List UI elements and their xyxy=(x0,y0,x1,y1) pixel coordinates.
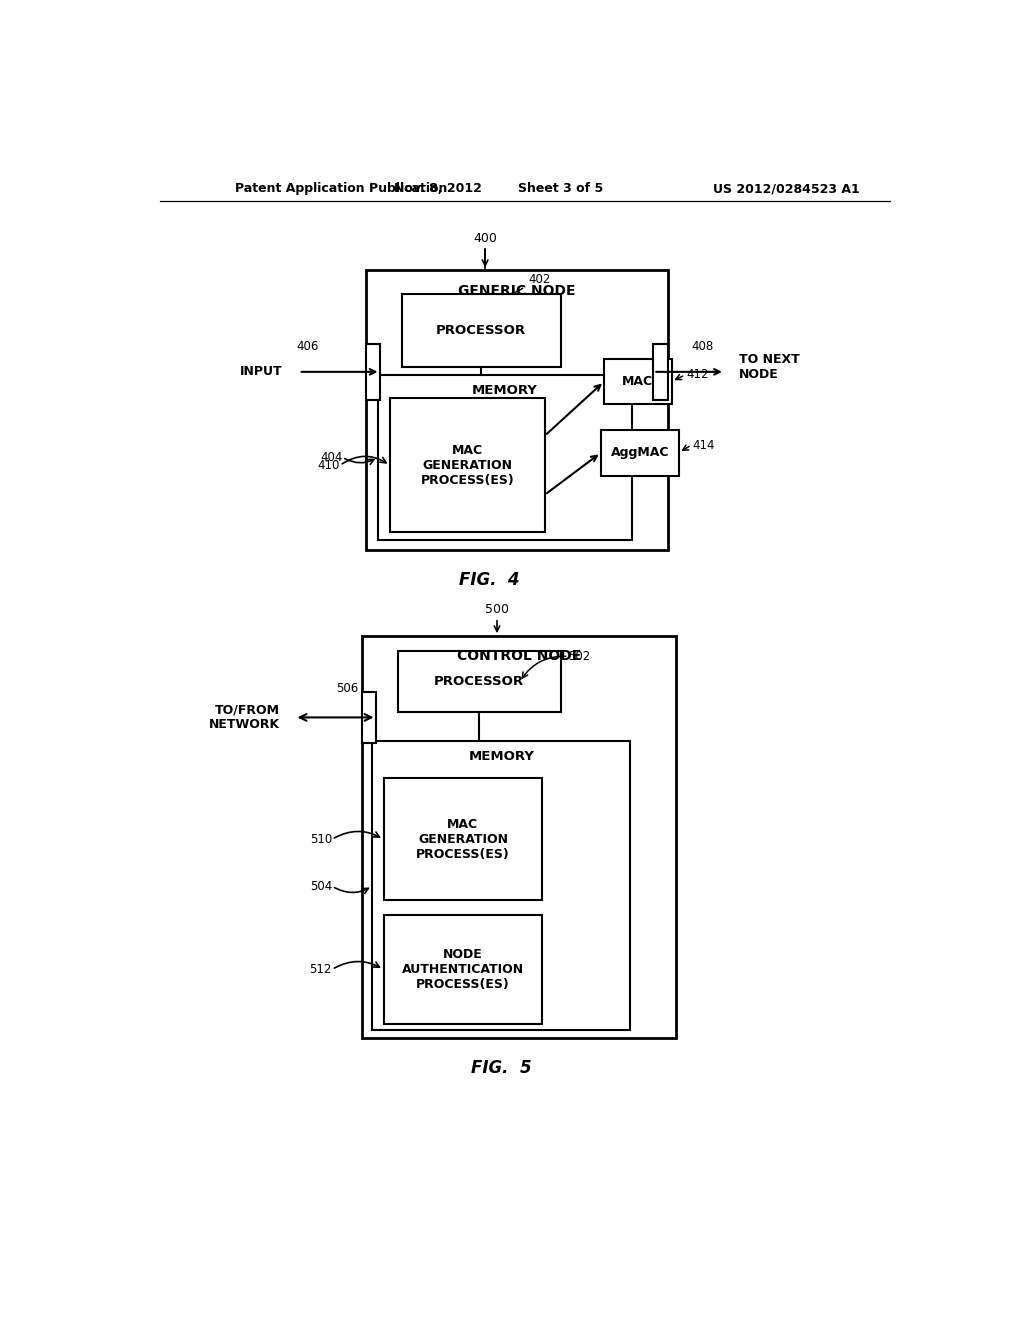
Text: Sheet 3 of 5: Sheet 3 of 5 xyxy=(518,182,603,195)
Text: CONTROL NODE: CONTROL NODE xyxy=(457,649,581,664)
Text: 400: 400 xyxy=(473,232,497,244)
FancyBboxPatch shape xyxy=(384,779,543,900)
Text: 502: 502 xyxy=(568,649,591,663)
Text: 404: 404 xyxy=(319,450,342,463)
FancyBboxPatch shape xyxy=(390,399,545,532)
Text: NODE
AUTHENTICATION
PROCESS(ES): NODE AUTHENTICATION PROCESS(ES) xyxy=(401,948,524,991)
FancyBboxPatch shape xyxy=(401,293,560,367)
FancyBboxPatch shape xyxy=(362,636,676,1038)
Text: FIG.  4: FIG. 4 xyxy=(459,572,519,589)
Text: 406: 406 xyxy=(296,341,318,352)
Text: Nov. 8, 2012: Nov. 8, 2012 xyxy=(393,182,481,195)
Text: Patent Application Publication: Patent Application Publication xyxy=(236,182,447,195)
FancyBboxPatch shape xyxy=(604,359,672,404)
Text: PROCESSOR: PROCESSOR xyxy=(434,676,524,688)
Text: TO NEXT
NODE: TO NEXT NODE xyxy=(739,352,800,380)
Text: MEMORY: MEMORY xyxy=(472,384,538,396)
Text: US 2012/0284523 A1: US 2012/0284523 A1 xyxy=(714,182,860,195)
Text: PROCESSOR: PROCESSOR xyxy=(436,323,526,337)
Text: MAC
GENERATION
PROCESS(ES): MAC GENERATION PROCESS(ES) xyxy=(416,818,510,861)
FancyBboxPatch shape xyxy=(367,345,380,400)
Text: 408: 408 xyxy=(691,341,714,352)
Text: TO/FROM
NETWORK: TO/FROM NETWORK xyxy=(209,704,281,731)
Text: 510: 510 xyxy=(309,833,332,846)
Text: INPUT: INPUT xyxy=(240,366,283,379)
Text: 504: 504 xyxy=(309,879,332,892)
FancyBboxPatch shape xyxy=(367,271,668,549)
Text: GENERIC NODE: GENERIC NODE xyxy=(458,284,575,297)
FancyBboxPatch shape xyxy=(378,375,632,540)
FancyBboxPatch shape xyxy=(601,430,679,475)
FancyBboxPatch shape xyxy=(373,741,631,1031)
Text: MAC
GENERATION
PROCESS(ES): MAC GENERATION PROCESS(ES) xyxy=(421,444,514,487)
Text: FIG.  5: FIG. 5 xyxy=(471,1059,531,1077)
Text: 414: 414 xyxy=(692,438,715,451)
FancyBboxPatch shape xyxy=(384,915,543,1024)
Text: 410: 410 xyxy=(317,459,340,471)
FancyBboxPatch shape xyxy=(653,345,668,400)
Text: 500: 500 xyxy=(485,603,509,615)
Text: 412: 412 xyxy=(686,368,709,381)
Text: AggMAC: AggMAC xyxy=(610,446,669,459)
FancyBboxPatch shape xyxy=(397,651,560,713)
Text: MAC: MAC xyxy=(623,375,653,388)
Text: 506: 506 xyxy=(336,682,358,696)
Text: 512: 512 xyxy=(309,964,332,975)
Text: MEMORY: MEMORY xyxy=(468,750,535,763)
Text: 402: 402 xyxy=(528,273,551,286)
FancyBboxPatch shape xyxy=(362,692,377,743)
